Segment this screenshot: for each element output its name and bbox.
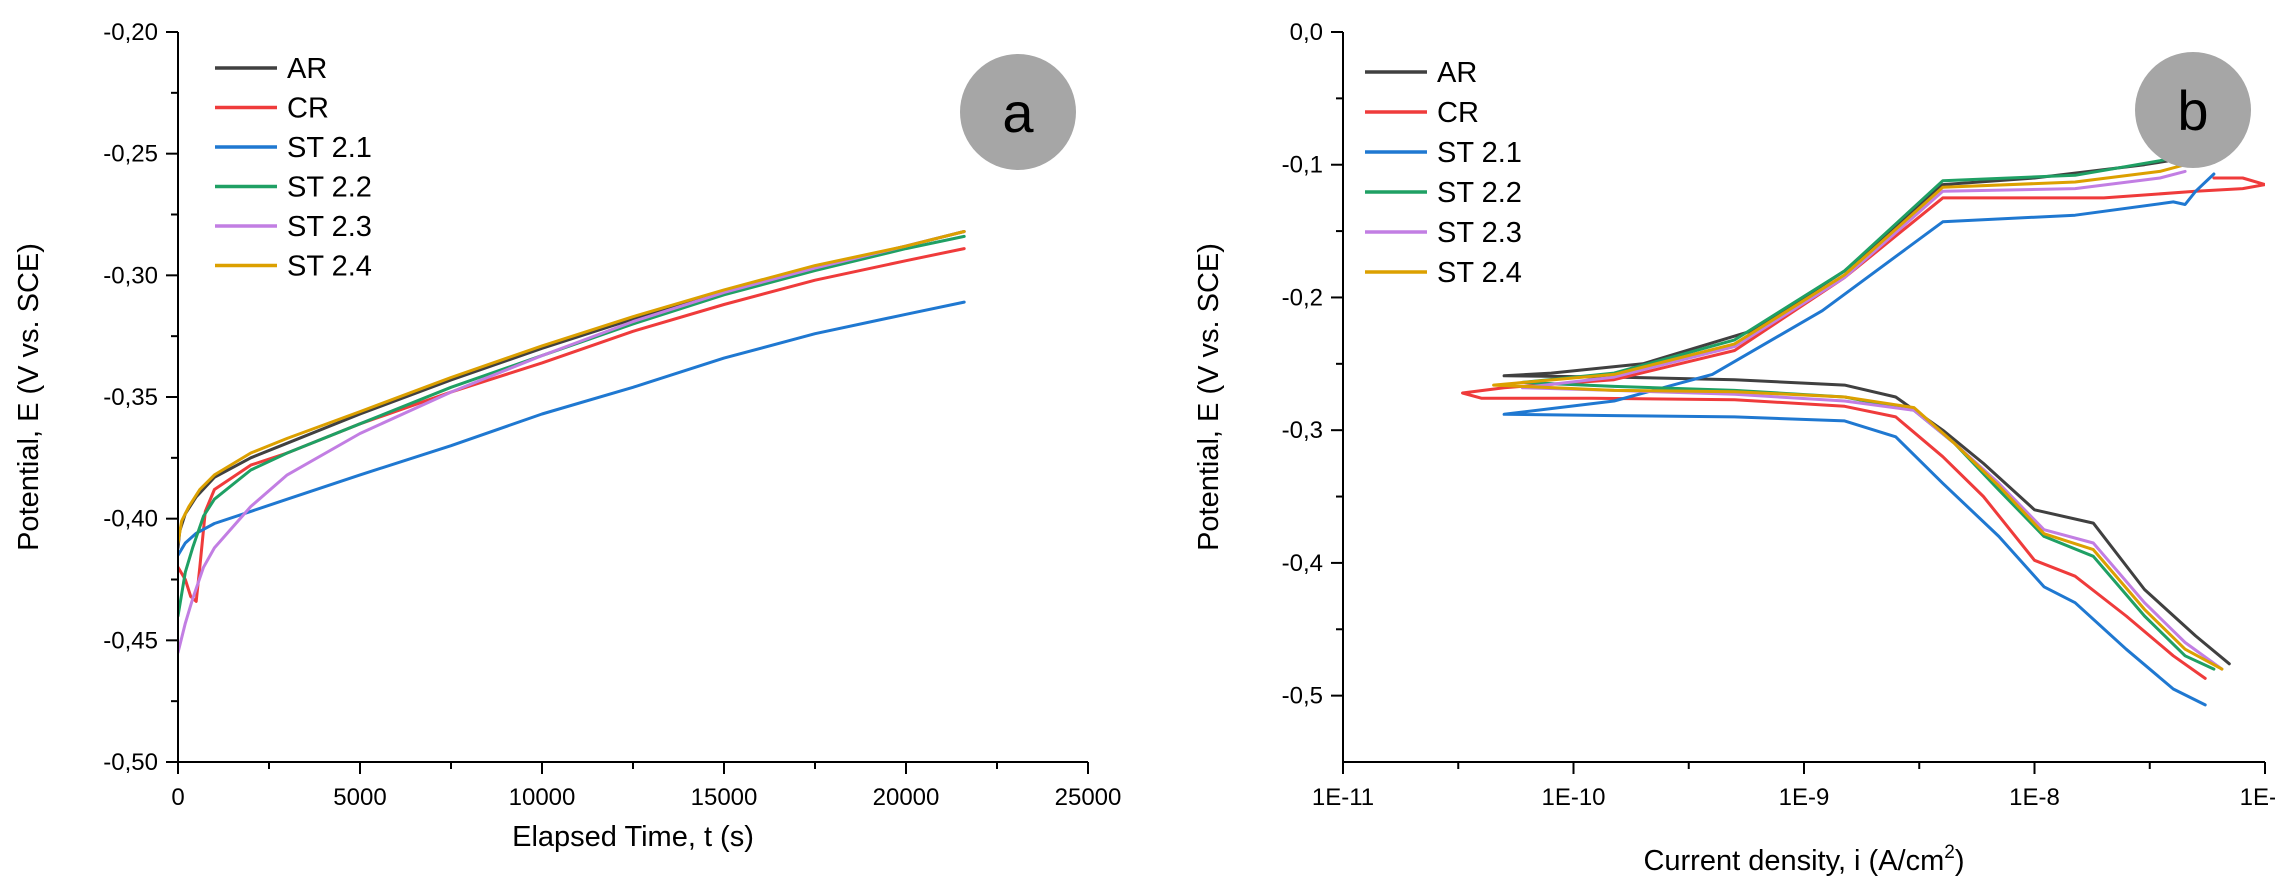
chart-panel-b: -0,5 -0,4 -0,3 -0,2 -0,1 0,0 1E-11 1E-10 1E-9 1E-… [1193, 19, 2275, 877]
legend: AR CR ST 2.1 ST 2.2 ST 2.3 ST 2.4 [215, 53, 372, 283]
x-tick-label: 1E-7 [2240, 784, 2275, 811]
badge-letter: b [2177, 79, 2208, 142]
legend-label: ST 2.1 [1437, 137, 1522, 169]
y-axis-title: Potential, E (V vs. SCE) [13, 243, 45, 551]
series-line-st-2-1 [1502, 172, 2216, 707]
x-tick-label: 1E-8 [2009, 784, 2060, 811]
series-line-st-2-4 [178, 230, 966, 545]
y-tick-label: -0,40 [103, 506, 158, 533]
axes: -0,5 -0,4 -0,3 -0,2 -0,1 0,0 1E-11 1E-10 1E-9 1E-… [1193, 19, 2275, 877]
legend-label: ST 2.3 [287, 211, 372, 243]
x-tick-label: 5000 [333, 784, 386, 811]
x-axis-title: Elapsed Time, t (s) [512, 821, 754, 853]
series-line-st-2-2 [178, 234, 966, 618]
badge-circle [960, 54, 1076, 170]
x-tick-label: 15000 [691, 784, 758, 811]
y-tick-label: -0,35 [103, 384, 158, 411]
panel-badge: b [2135, 52, 2251, 168]
series-lines [1461, 153, 2265, 707]
x-axis-title: Current density, i (A/cm2) [1643, 842, 1964, 877]
legend-label: CR [1437, 97, 1479, 129]
x-tick-label: 1E-11 [1312, 784, 1374, 811]
legend-label: ST 2.2 [1437, 177, 1522, 209]
y-tick-label: -0,2 [1282, 284, 1323, 311]
legend-label: ST 2.2 [287, 172, 372, 204]
x-tick-label: 10000 [509, 784, 576, 811]
legend-label: AR [287, 53, 327, 85]
series-line-st-2-3 [1520, 169, 2224, 671]
chart-panel-a: -0,50 -0,45 -0,40 -0,35 -0,30 -0,25 -0,20 0 5000… [13, 19, 1121, 853]
series-lines [178, 230, 966, 654]
x-tick-label: 0 [171, 784, 184, 811]
y-tick-label: 0,0 [1290, 19, 1323, 46]
y-tick-label: -0,30 [103, 262, 158, 289]
legend-label: ST 2.4 [1437, 257, 1522, 289]
y-tick-label: -0,45 [103, 627, 158, 654]
axes: -0,50 -0,45 -0,40 -0,35 -0,30 -0,25 -0,20 0 5000… [13, 19, 1121, 853]
legend-label: AR [1437, 57, 1477, 89]
legend-label: ST 2.4 [287, 251, 372, 283]
legend-label: CR [287, 93, 329, 125]
y-tick-label: -0,3 [1282, 417, 1323, 444]
series-line-cr [1461, 176, 2265, 680]
x-tick-label: 25000 [1055, 784, 1122, 811]
legend: AR CR ST 2.1 ST 2.2 ST 2.3 ST 2.4 [1365, 57, 1522, 289]
x-tick-label: 1E-10 [1541, 784, 1605, 811]
x-tick-label: 20000 [873, 784, 940, 811]
series-line-st-2-3 [178, 230, 966, 654]
y-tick-label: -0,20 [103, 19, 158, 46]
series-line-st-2-4 [1492, 163, 2224, 671]
y-tick-label: -0,1 [1282, 152, 1323, 179]
x-tick-label: 1E-9 [1779, 784, 1830, 811]
series-line-ar [1502, 156, 2231, 666]
y-tick-label: -0,5 [1282, 683, 1323, 710]
series-line-cr [178, 247, 966, 603]
badge-letter: a [1002, 81, 1034, 144]
y-tick-label: -0,25 [103, 141, 158, 168]
legend-label: ST 2.1 [287, 132, 372, 164]
y-tick-label: -0,4 [1282, 550, 1323, 577]
y-tick-label: -0,50 [103, 749, 158, 776]
y-axis-title: Potential, E (V vs. SCE) [1193, 243, 1225, 551]
legend-label: ST 2.3 [1437, 217, 1522, 249]
panel-badge: a [960, 54, 1076, 170]
badge-circle [2135, 52, 2251, 168]
